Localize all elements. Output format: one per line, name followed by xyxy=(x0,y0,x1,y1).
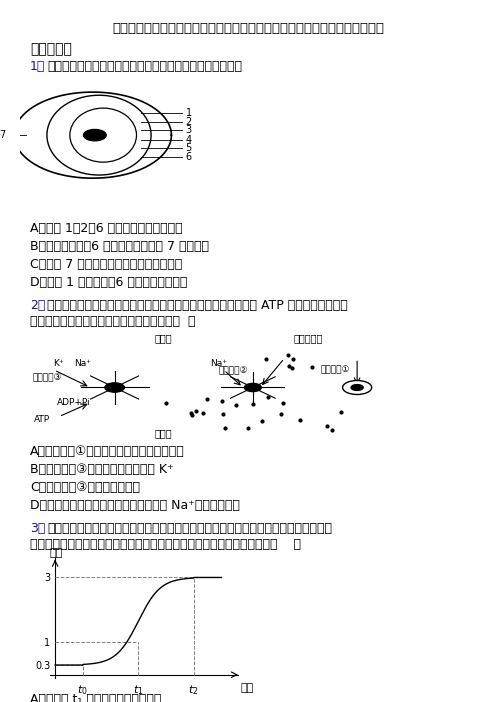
Text: 1: 1 xyxy=(186,108,191,118)
Ellipse shape xyxy=(70,108,136,162)
Text: 4: 4 xyxy=(186,135,191,145)
Text: 载体蛋白③: 载体蛋白③ xyxy=(32,372,62,381)
Text: 细胞内: 细胞内 xyxy=(154,428,172,439)
Text: ADP+Pi: ADP+Pi xyxy=(57,398,90,407)
Text: K⁺: K⁺ xyxy=(54,359,64,369)
Text: D．图中 1 是细胞壁，6 处充满了外界溶液: D．图中 1 是细胞壁，6 处充满了外界溶液 xyxy=(30,276,187,289)
Text: A．载体蛋白①参与的运输方式属于协助扩散: A．载体蛋白①参与的运输方式属于协助扩散 xyxy=(30,445,185,458)
Circle shape xyxy=(351,385,363,390)
Text: A．图中 1、2、6 组成了细胞的原生质层: A．图中 1、2、6 组成了细胞的原生质层 xyxy=(30,222,183,235)
Text: 5: 5 xyxy=(186,143,192,153)
Text: A．细胞在 t₁ 时仍处于质壁分离状态: A．细胞在 t₁ 时仍处于质壁分离状态 xyxy=(30,693,161,702)
Text: $t_0$: $t_0$ xyxy=(77,683,88,696)
Text: 载体蛋白①: 载体蛋白① xyxy=(321,365,350,374)
Text: 细胞外: 细胞外 xyxy=(154,333,172,343)
Ellipse shape xyxy=(83,129,106,141)
Text: B．图示状态下，6 处的浓度一定大于 7 处的浓度: B．图示状态下，6 处的浓度一定大于 7 处的浓度 xyxy=(30,240,209,253)
Text: B．载体蛋白③的作用是使细胞排出 K⁺: B．载体蛋白③的作用是使细胞排出 K⁺ xyxy=(30,463,174,476)
Text: D．溶质分子甲进入细胞可能与细胞内外 Na⁺的浓度差有关: D．溶质分子甲进入细胞可能与细胞内外 Na⁺的浓度差有关 xyxy=(30,499,240,512)
Text: 1．: 1． xyxy=(30,60,45,73)
Text: ATP: ATP xyxy=(34,416,50,425)
Text: Na⁺: Na⁺ xyxy=(210,359,227,369)
Text: 载体蛋白②: 载体蛋白② xyxy=(219,365,248,374)
Text: 时间: 时间 xyxy=(241,683,254,693)
Text: 2: 2 xyxy=(186,117,192,127)
Text: 3: 3 xyxy=(186,125,191,135)
Text: 3．: 3． xyxy=(30,522,45,535)
Circle shape xyxy=(245,383,261,392)
Text: Na⁺: Na⁺ xyxy=(74,359,92,369)
Text: 在室温（适宜）条件下，将紫色洋葱鳞片叶外表皮置于一定浓度的某溶液中，测得细胞: 在室温（适宜）条件下，将紫色洋葱鳞片叶外表皮置于一定浓度的某溶液中，测得细胞 xyxy=(47,522,332,535)
Text: 下图为物质进出细胞的示意图，其中主动运输所需的能量可来自 ATP 的水解，也可来自: 下图为物质进出细胞的示意图，其中主动运输所需的能量可来自 ATP 的水解，也可来… xyxy=(47,299,348,312)
Text: 2．: 2． xyxy=(30,299,45,312)
Circle shape xyxy=(343,380,372,395)
Text: $t_1$: $t_1$ xyxy=(133,683,144,696)
Text: 膜两侧离子的浓度梯度，相关叙述错误的是（  ）: 膜两侧离子的浓度梯度，相关叙述错误的是（ ） xyxy=(30,315,195,328)
Text: 溶质分子甲: 溶质分子甲 xyxy=(294,333,323,343)
Text: 一、选择题: 一、选择题 xyxy=(30,42,72,56)
Text: 7: 7 xyxy=(0,130,5,140)
Text: C．载体蛋白③具有运输的作用: C．载体蛋白③具有运输的作用 xyxy=(30,481,140,494)
Text: 江苏省运河中学高一年级上册细胞的物质输入和输出质量检测生物试题及答案: 江苏省运河中学高一年级上册细胞的物质输入和输出质量检测生物试题及答案 xyxy=(112,22,384,35)
Ellipse shape xyxy=(47,95,151,175)
Text: 比值: 比值 xyxy=(50,548,63,558)
Text: 下图为某学生观察到的细胞质壁分离图，下列叙述正确的是: 下图为某学生观察到的细胞质壁分离图，下列叙述正确的是 xyxy=(47,60,242,73)
Text: 6: 6 xyxy=(186,152,191,162)
Text: 液浓度与外界溶液浓度的比值随时间的变化曲线如图，下列叙述错误的是（    ）: 液浓度与外界溶液浓度的比值随时间的变化曲线如图，下列叙述错误的是（ ） xyxy=(30,538,301,551)
Circle shape xyxy=(105,383,124,392)
Text: $t_2$: $t_2$ xyxy=(188,683,199,696)
Text: C．图中 7 是细胞液，其颜色正在逐渐变浅: C．图中 7 是细胞液，其颜色正在逐渐变浅 xyxy=(30,258,182,271)
